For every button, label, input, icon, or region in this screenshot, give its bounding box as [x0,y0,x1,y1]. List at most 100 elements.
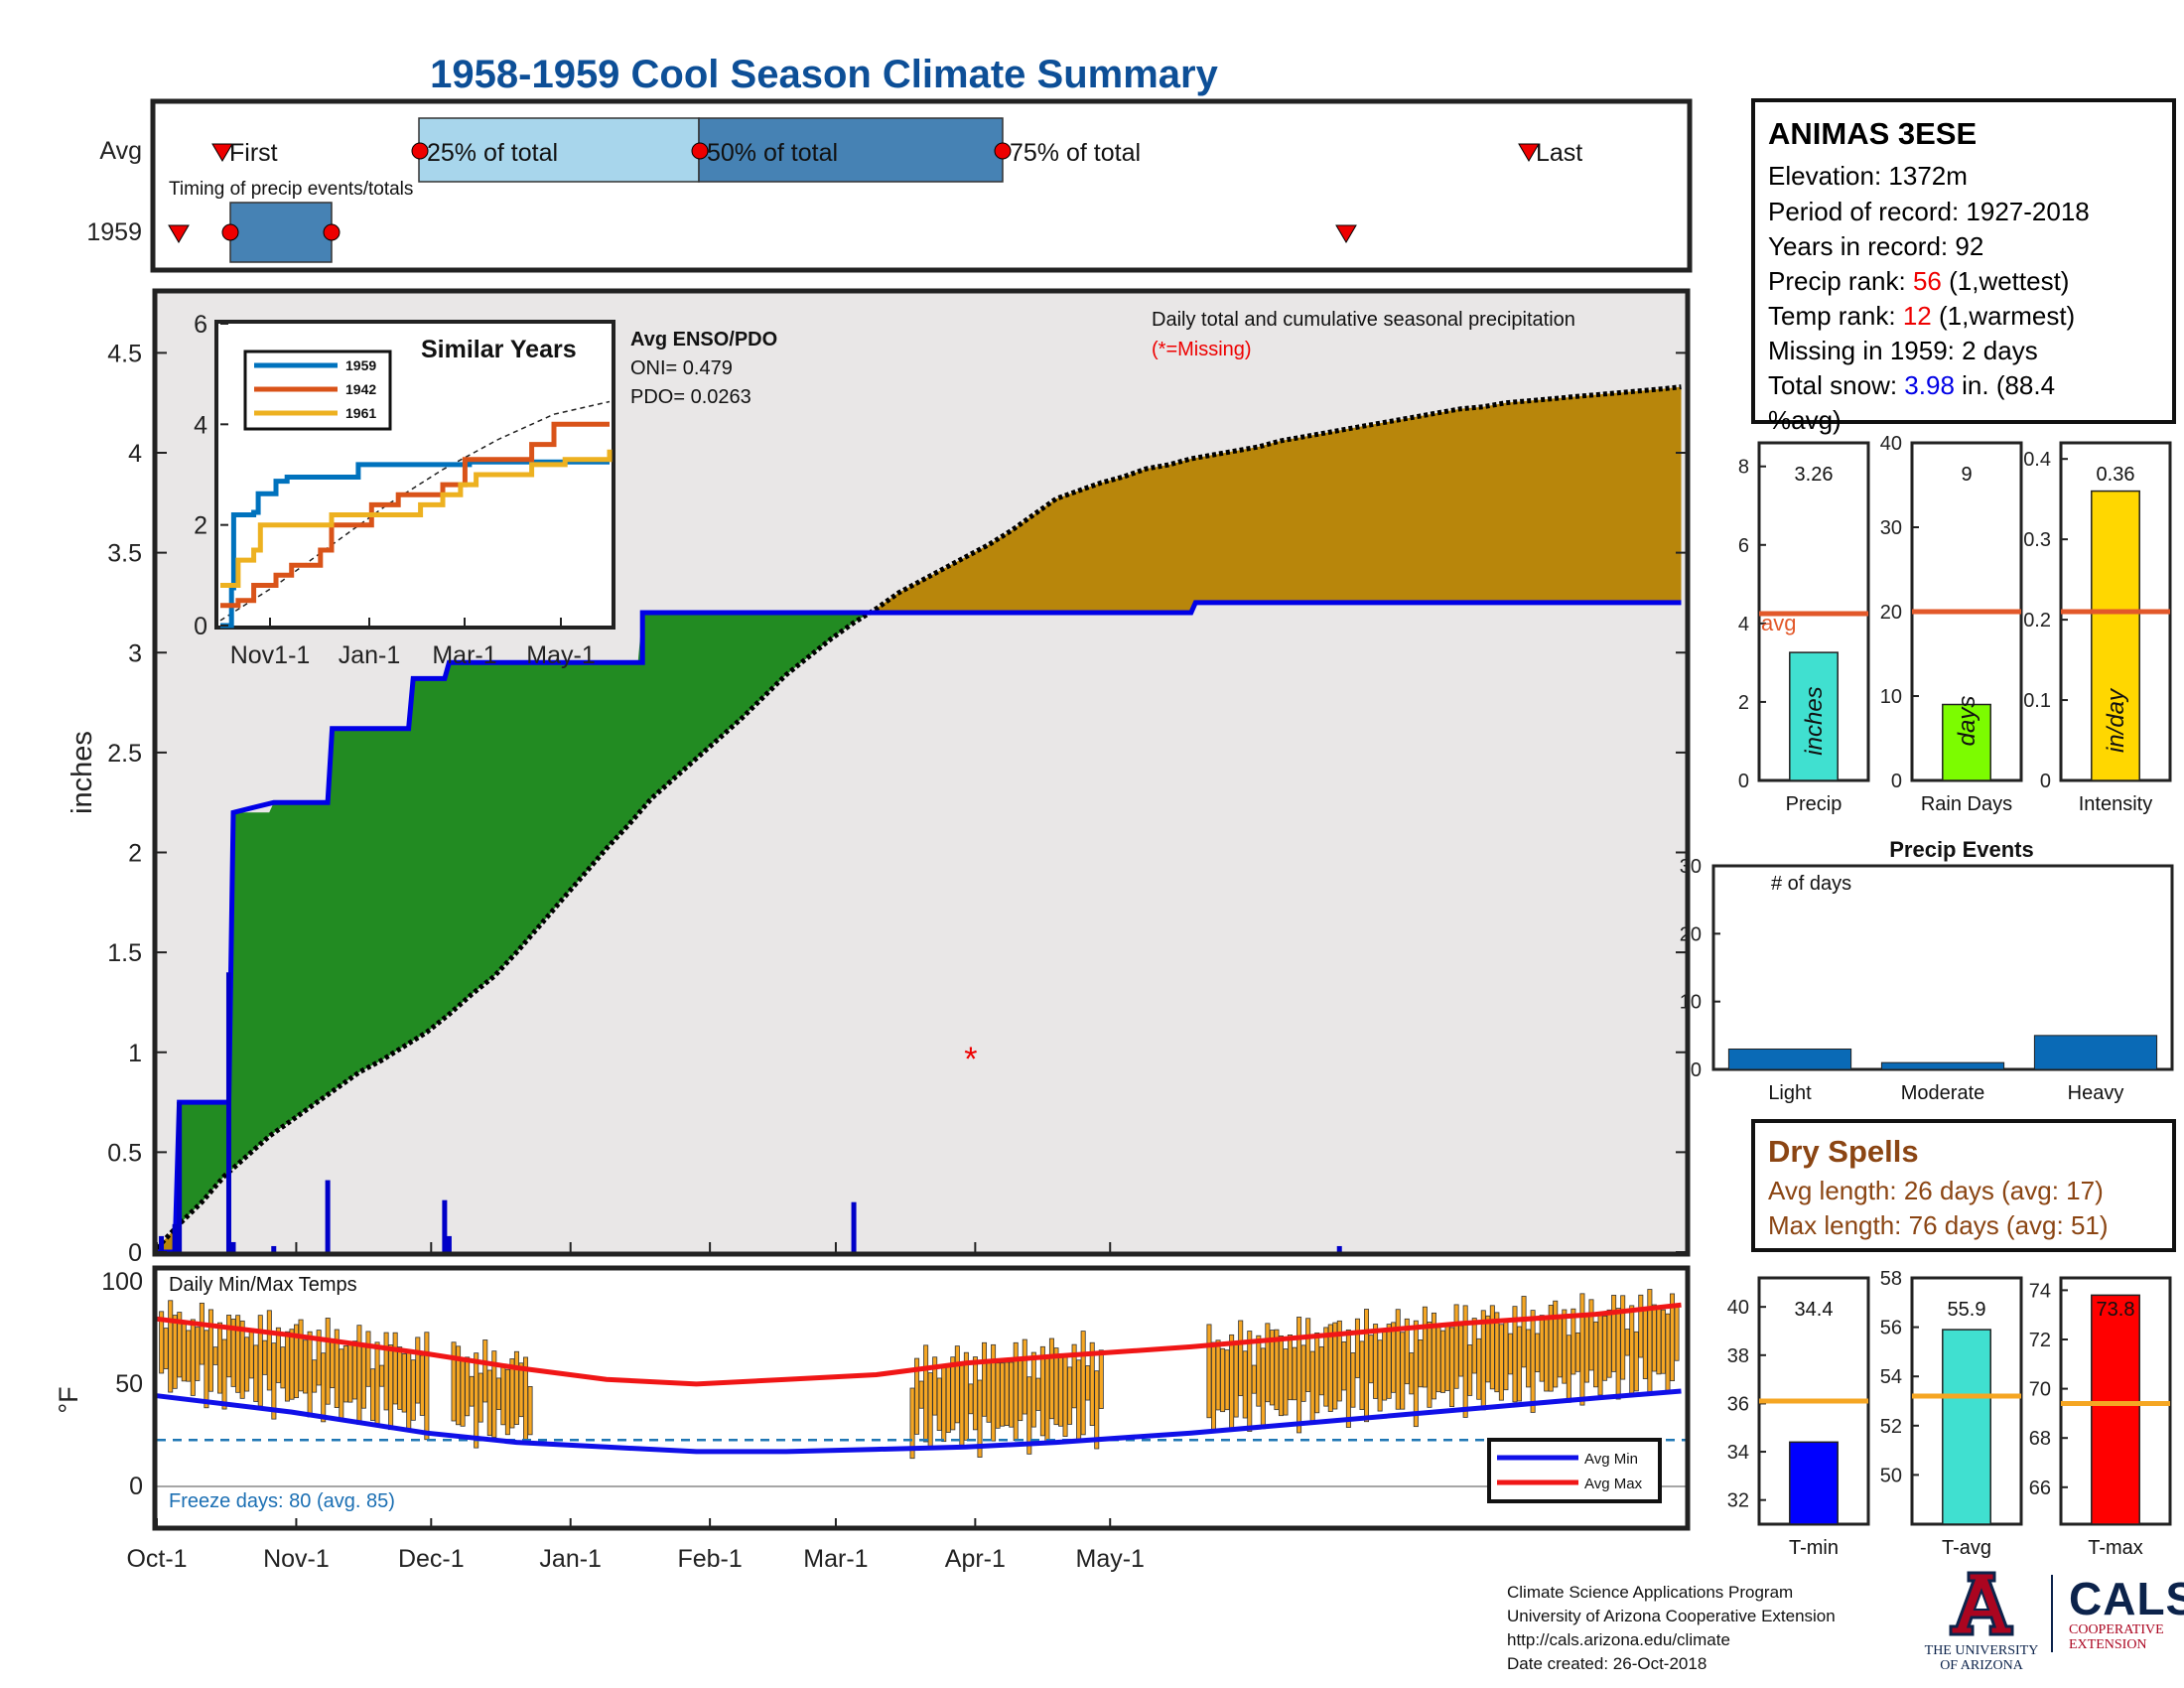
daily-temp-bar [1000,1362,1006,1427]
daily-precip-bar [851,1201,857,1252]
summary-bar-label: Intensity [2079,793,2152,815]
daily-temp-bar [1288,1334,1294,1401]
daily-temp-bar [342,1345,348,1403]
daily-temp-bar [1076,1359,1082,1442]
events-bar-light [1727,1049,1852,1070]
daily-temp-bar [1467,1344,1473,1396]
station-snow: Total snow: 3.98 in. (88.4 [1768,370,2055,400]
avg-max-line [156,1302,1682,1387]
summary-bar-t-avg: 50 52 54 56 58 55.9 T-avg [1880,1268,2023,1559]
daily-temp-bar [1224,1349,1230,1411]
avg-min-line [156,1388,1682,1455]
dry-spells-avg: Avg length: 26 days (avg: 17) [1768,1176,2104,1205]
inset-x-tick-label: Jan-1 [339,641,401,669]
season-x-tick-label: Nov-1 [263,1545,330,1573]
daily-temp-bar [1035,1377,1041,1411]
daily-temp-bar [392,1332,398,1405]
summary-bar-intensity: 0 0.1 0.2 0.3 0.4 0.36 in/day Intensity [2023,441,2172,815]
season-x-tick-label: Mar-1 [803,1545,868,1573]
freeze-days: Freeze days: 80 (avg. 85) [169,1490,395,1512]
daily-temp-bar [451,1341,457,1422]
cals-logo-text: CALS [2069,1573,2184,1624]
station-precip-rank: Precip rank: 56 (1,wettest) [1768,266,2069,296]
summary-bar-tick-label: 0.4 [2023,449,2051,471]
temp-ytick-100: 100 [101,1268,143,1296]
summary-bar-tick-label: 40 [1727,1297,1749,1319]
daily-temp-bar [289,1329,295,1400]
precip-events-chart: Precip Events # of days 0 10 20 30 Light Mode… [1680,837,2174,1104]
daily-temp-bar [217,1322,223,1394]
daily-temp-bar [1535,1333,1541,1373]
daily-temp-bar [207,1309,213,1392]
footer-line-4: Date created: 26-Oct-2018 [1507,1654,1707,1673]
temp-y-axis-label: °F [54,1386,83,1413]
avg-first-marker [211,143,233,162]
avg-last-label: Last [1536,139,1582,167]
inset-y-ticks: 0 2 4 6 [194,311,228,640]
precip-caption: Daily total and cumulative seasonal prec… [1152,309,1575,331]
daily-temp-bar [1651,1304,1657,1372]
summary-bar-tick-label: 32 [1727,1490,1749,1512]
summary-bar-tick-label: 36 [1727,1393,1749,1415]
precip-y-tick-label: 4.5 [107,340,142,367]
season-x-tick-label: Apr-1 [945,1545,1006,1573]
daily-temp-bar [1583,1316,1589,1383]
daily-temp-bar [936,1377,942,1431]
precip-y-axis-label: inches [67,731,98,814]
summary-bar-tick-label: 6 [1738,535,1749,557]
summary-bar-value-bar [1942,703,1991,781]
daily-temp-bar [1080,1331,1086,1436]
daily-temp-bar [330,1340,336,1389]
summary-bar-tick-label: 2 [1738,692,1749,714]
daily-temp-bar [972,1356,978,1431]
summary-bar-tick-label: 0 [2040,771,2051,792]
daily-temp-bar [1062,1355,1068,1437]
summary-bar-t-max: 66 68 70 72 74 73.8 T-max [2029,1276,2172,1559]
inset-y-tick-label: 6 [194,311,207,339]
daily-temp-bar [163,1328,169,1369]
summary-bar-tick-label: 38 [1727,1345,1749,1367]
summary-bar-value: 55.9 [1948,1299,1986,1321]
summary-bar-tick-label: 10 [1880,686,1902,708]
daily-temp-bar [478,1372,483,1423]
daily-temp-bar [1278,1335,1284,1417]
timing-caption: Timing of precip events/totals [169,179,413,200]
summary-bar-tick-label: 20 [1880,602,1902,624]
inset-y-tick-label: 2 [194,512,207,540]
daily-precip-bar [1336,1245,1342,1252]
summary-bar-tick-label: 8 [1738,457,1749,479]
daily-temp-bar [351,1340,357,1400]
daily-temp-bar [1265,1323,1271,1403]
daily-temp-bar [190,1319,196,1396]
cals-logo-sub-2: EXTENSION [2069,1637,2147,1652]
daily-temp-bar [1300,1344,1306,1402]
station-temp-rank: Temp rank: 12 (1,warmest) [1768,301,2075,331]
enso-oni: ONI= 0.479 [630,357,733,379]
daily-temp-bar [221,1338,227,1410]
precip-y-tick-label: 4 [128,440,142,468]
station-missing: Missing in 1959: 2 days [1768,336,2038,365]
daily-temp-bar [406,1351,412,1430]
daily-temp-bar [253,1344,259,1402]
daily-temp-bar [303,1339,309,1394]
daily-temp-bar [280,1346,286,1389]
daily-temp-bar [1404,1318,1410,1385]
daily-temp-bar [950,1356,956,1431]
summary-bar-unit: inches [1801,686,1828,755]
summary-bar-tick-label: 0.2 [2023,610,2051,632]
season-x-tick-label: Jan-1 [539,1545,602,1573]
events-bar-moderate [1880,1061,2005,1070]
precip-y-tick-label: 0 [128,1239,142,1267]
daily-temp-bar [1480,1310,1486,1411]
precip-below-normal-area [157,386,1682,1253]
summary-bar-value: 0.36 [2097,464,2135,486]
daily-temp-bar [1633,1331,1639,1392]
daily-temp-bar [1044,1354,1050,1442]
daily-temp-bar [312,1359,318,1393]
daily-precip-bar [446,1235,452,1252]
daily-temp-bar [262,1339,268,1375]
summary-bar-tick-label: 0.1 [2023,690,2051,712]
daily-temp-bar [977,1379,983,1458]
precip-y-ticks: 0 0.5 1 1.5 2 2.5 3 3.5 4 4.5 [107,340,1686,1267]
events-category-label: Light [1768,1082,1812,1104]
